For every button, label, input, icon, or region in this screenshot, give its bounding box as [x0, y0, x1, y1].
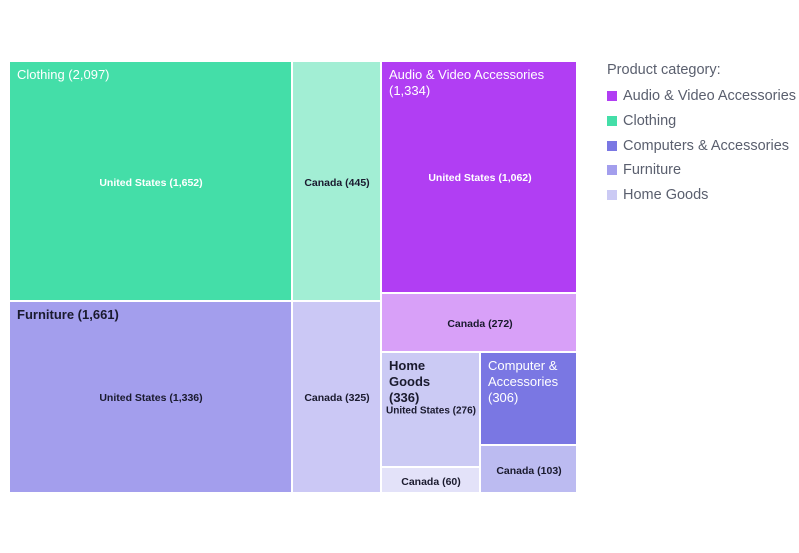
cell-furniture-canada[interactable]: Canada (325): [292, 301, 381, 493]
cell-label-audio-canada: Canada (272): [447, 318, 513, 330]
group-label-clothing: Clothing (2,097): [17, 67, 110, 82]
legend-swatch-audio-video-accessories: [607, 91, 617, 102]
cell-label-clothing-canada: Canada (445): [304, 177, 370, 189]
treemap-chart: Clothing (2,097) United States (1,652) C…: [9, 61, 577, 493]
cell-home-goods-canada[interactable]: Canada (60): [381, 467, 480, 493]
cell-audio-canada[interactable]: Canada (272): [381, 293, 577, 352]
group-label-home-goods: Home Goods (336): [389, 358, 431, 405]
cell-label-audio-united-states: United States (1,062): [428, 172, 532, 184]
cell-computers-accessories[interactable]: Computer & Accessories (306): [480, 352, 577, 445]
legend-item-home-goods[interactable]: Home Goods: [607, 183, 797, 208]
legend-title: Product category:: [607, 62, 721, 78]
cell-label-home-goods-canada: Canada (60): [401, 476, 461, 488]
legend-swatch-home-goods: [607, 190, 617, 201]
cell-clothing-canada[interactable]: Canada (445): [292, 61, 381, 301]
cell-label-computers-accessories-canada: Canada (103): [496, 465, 562, 477]
legend-swatch-clothing: [607, 116, 617, 127]
cell-label-furniture-united-states: United States (1,336): [99, 392, 203, 404]
legend-label-clothing: Clothing: [623, 113, 677, 130]
legend-label-computers-accessories: Computers & Accessories: [623, 137, 790, 154]
cell-label-clothing-united-states: United States (1,652): [99, 177, 203, 189]
legend-item-audio-video-accessories[interactable]: Audio & Video Accessories: [607, 84, 797, 109]
group-label-audio-video-accessories: Audio & Video Accessories (1,334): [389, 67, 545, 98]
legend: Product category: Audio & Video Accessor…: [607, 60, 797, 207]
legend-item-furniture[interactable]: Furniture: [607, 158, 797, 183]
legend-label-home-goods: Home Goods: [623, 187, 709, 204]
cell-label-furniture-canada: Canada (325): [304, 392, 370, 404]
legend-swatch-furniture: [607, 165, 617, 176]
group-label-furniture: Furniture (1,661): [17, 307, 119, 322]
cell-label-home-goods-united-states: United States (276): [385, 405, 477, 417]
cell-furniture-united-states[interactable]: Furniture (1,661) United States (1,336): [9, 301, 292, 493]
legend-label-furniture: Furniture: [623, 162, 682, 179]
legend-item-computers-accessories[interactable]: Computers & Accessories: [607, 133, 797, 158]
cell-home-goods-united-states[interactable]: Home Goods (336) United States (276): [381, 352, 480, 467]
cell-computers-accessories-canada[interactable]: Canada (103): [480, 445, 577, 493]
legend-swatch-computers-accessories: [607, 140, 617, 151]
legend-item-clothing[interactable]: Clothing: [607, 109, 797, 134]
legend-label-audio-video-accessories: Audio & Video Accessories: [623, 88, 797, 105]
cell-audio-united-states[interactable]: Audio & Video Accessories (1,334) United…: [381, 61, 577, 293]
group-label-computers-accessories: Computer & Accessories (306): [488, 358, 559, 405]
cell-clothing-united-states[interactable]: Clothing (2,097) United States (1,652): [9, 61, 292, 301]
